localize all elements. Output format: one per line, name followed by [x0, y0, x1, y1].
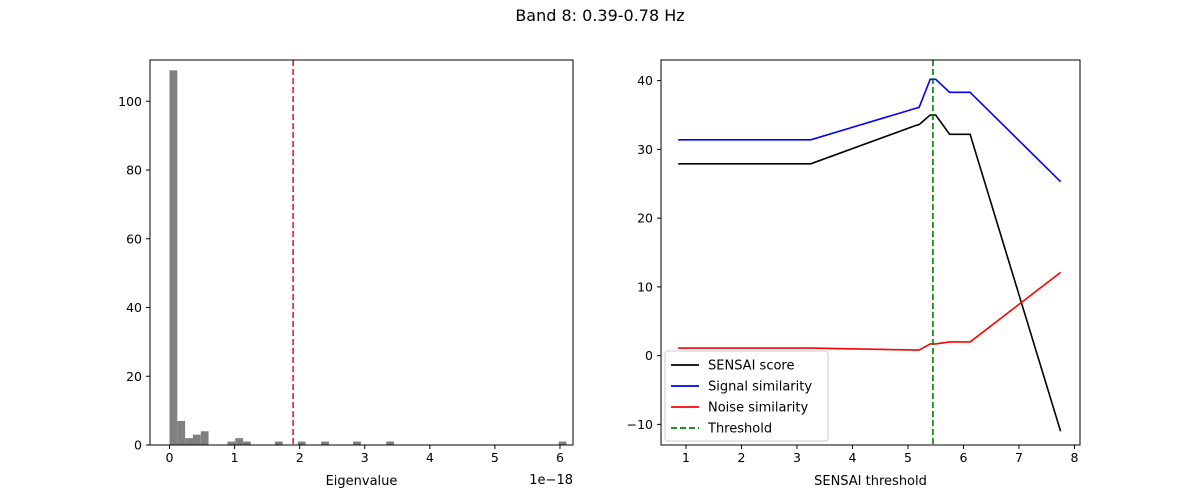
histogram-bar: [227, 441, 236, 445]
legend-box: [664, 350, 829, 442]
histogram-bar: [386, 441, 395, 445]
histogram-bar: [192, 434, 201, 445]
histogram-bar: [235, 438, 244, 445]
legend: SENSAI score Signal similarity Noise simil…: [664, 350, 829, 442]
histogram-bar: [177, 420, 186, 445]
axes-frame: [149, 59, 574, 446]
legend-label: SENSAI score: [708, 359, 794, 374]
x-tick-label: 1: [682, 450, 690, 465]
histogram-bar: [558, 441, 567, 445]
x-tick-label: 0: [166, 450, 174, 465]
x-tick-label: 5: [904, 450, 912, 465]
x-tick-label: 3: [361, 450, 369, 465]
y-tick-label: 20: [126, 369, 142, 384]
series-line-sensai-score: [678, 114, 1062, 432]
y-tick-label: 100: [118, 94, 142, 109]
histogram-bar: [185, 438, 193, 445]
x-tick-label: 5: [491, 450, 499, 465]
y-tick-label: 10: [637, 279, 653, 294]
x-tick-label: 8: [1070, 450, 1078, 465]
x-tick-label: 6: [959, 450, 967, 465]
histogram-bar: [243, 441, 251, 445]
x-tick-label: 4: [848, 450, 856, 465]
legend-label: Signal similarity: [708, 380, 812, 395]
x-tick-label: 1: [231, 450, 239, 465]
x-tick-label: 7: [1015, 450, 1023, 465]
series-line-noise-similarity: [678, 271, 1062, 351]
y-tick-label: 30: [637, 142, 653, 157]
x-tick-label: 2: [737, 450, 745, 465]
axes-frame: [660, 59, 1081, 446]
x-axis-label: Eigenvalue: [326, 474, 398, 489]
y-tick-label: 0: [134, 438, 142, 453]
chart-2: 1 2 3 4 5 6 7 8 −10 0 10 20 30 40 SENSAI threshold SENS…: [627, 59, 1081, 489]
y-tick-label: 80: [126, 163, 142, 178]
legend-label: Noise similarity: [708, 401, 808, 416]
x-tick-label: 2: [296, 450, 304, 465]
y-tick-label: 40: [126, 300, 142, 315]
histogram-bar: [353, 441, 361, 445]
histogram-bar: [200, 431, 209, 445]
y-tick-label: 60: [126, 231, 142, 246]
histogram-bar: [274, 441, 283, 445]
histogram-bar: [169, 70, 178, 445]
series-line-signal-similarity: [678, 78, 1062, 183]
x-tick-label: 4: [426, 450, 434, 465]
x-axis-multiplier: 1e−18: [529, 473, 573, 488]
y-tick-label: −10: [627, 417, 653, 432]
y-tick-label: 20: [637, 211, 653, 226]
y-tick-label: 0: [645, 348, 653, 363]
figure-title: Band 8: 0.39-0.78 Hz: [515, 6, 685, 25]
histogram-bar: [297, 441, 306, 445]
legend-label: Threshold: [707, 422, 772, 437]
histogram-bar: [321, 441, 329, 445]
x-tick-label: 3: [793, 450, 801, 465]
y-tick-label: 40: [637, 73, 653, 88]
x-axis-label: SENSAI threshold: [814, 474, 927, 489]
x-tick-label: 6: [556, 450, 564, 465]
